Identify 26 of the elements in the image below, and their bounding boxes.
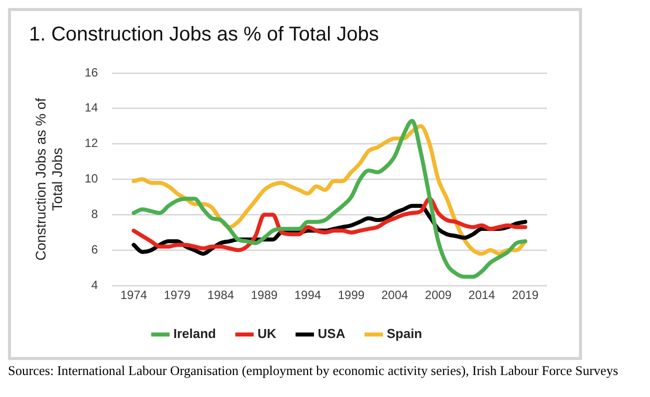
x-tick-label: 1989 (250, 288, 278, 302)
legend-label: UK (258, 326, 277, 342)
x-tick-label: 1999 (338, 288, 365, 302)
x-tick-label: 2019 (512, 288, 539, 302)
x-tick-label: 2014 (468, 288, 496, 302)
line-series (132, 196, 528, 252)
y-tick-label: 12 (84, 136, 98, 150)
legend-label: USA (318, 326, 346, 342)
y-tick-label: 14 (84, 100, 98, 115)
source-note: Sources: International Labour Organisation (employment by economic activity series), Irish Labour Force Surveys (8, 363, 620, 379)
x-tick-label: 1979 (164, 288, 191, 302)
line-series (132, 118, 528, 279)
legend-label: Spain (386, 326, 422, 342)
x-tick-label: 1994 (294, 288, 322, 302)
chart-title: 1. Construction Jobs as % of Total Jobs (29, 24, 379, 46)
x-tick-label: 2004 (381, 288, 408, 302)
y-tick-label: 4 (91, 278, 98, 292)
legend-label: Ireland (173, 326, 216, 342)
y-axis-title: Construction Jobs as % of Total Jobs (32, 98, 66, 261)
y-tick-label: 6 (91, 242, 98, 256)
x-tick-label: 2009 (424, 288, 452, 302)
y-tick-label: 10 (84, 172, 98, 186)
y-tick-label: 8 (91, 207, 98, 222)
x-tick-label: 1974 (120, 288, 148, 302)
x-tick-label: 1984 (207, 288, 234, 302)
y-tick-label: 16 (84, 65, 98, 80)
